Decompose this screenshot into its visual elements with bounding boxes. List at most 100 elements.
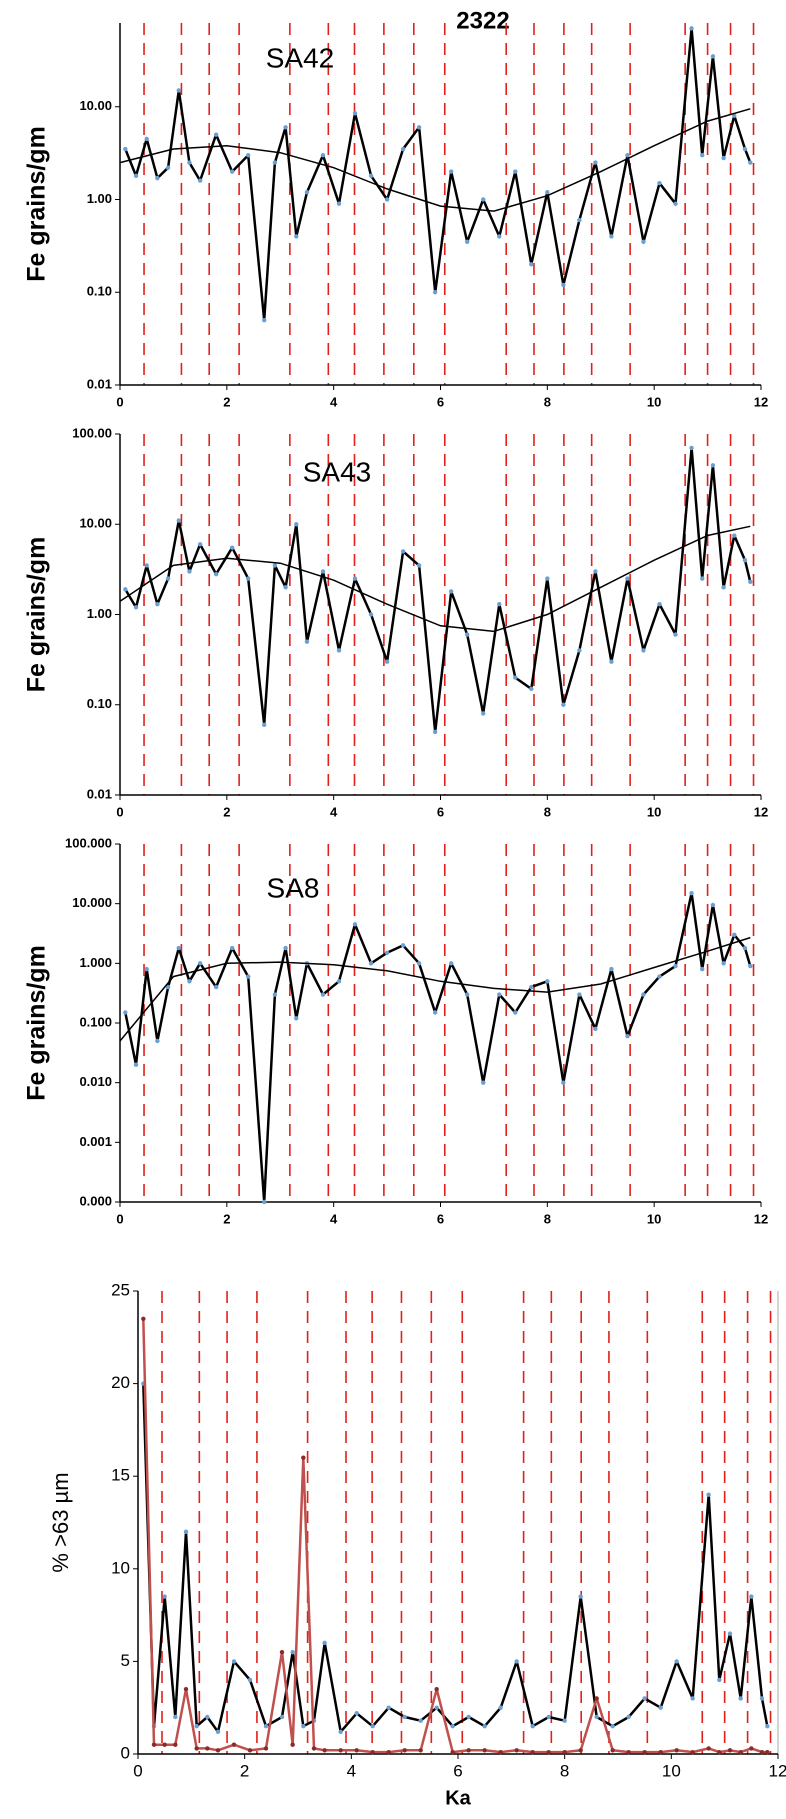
data-point	[700, 153, 705, 158]
data-point	[283, 125, 288, 130]
y-tick-label: 0.010	[79, 1074, 112, 1089]
data-point	[594, 1696, 599, 1701]
data-point	[641, 239, 646, 244]
data-point	[448, 169, 454, 174]
data-point	[434, 1705, 439, 1710]
data-point	[529, 686, 534, 692]
data-point	[562, 1718, 567, 1723]
data-point	[448, 589, 454, 594]
data-point	[213, 132, 219, 137]
x-tick-label: 4	[347, 1761, 356, 1780]
data-point	[593, 160, 598, 165]
data-point	[690, 1696, 695, 1701]
data-point	[283, 945, 288, 951]
data-point	[759, 1749, 765, 1755]
data-point	[155, 175, 160, 181]
x-tick-label: 4	[330, 1211, 338, 1226]
data-point	[272, 992, 278, 997]
trend-line	[119, 936, 751, 1042]
x-tick-label: 0	[116, 1211, 123, 1226]
data-point	[384, 197, 390, 202]
x-tick-label: 12	[769, 1761, 786, 1780]
data-point	[418, 1718, 423, 1723]
y-tick-label: 0.001	[79, 1134, 112, 1149]
data-point	[738, 1696, 743, 1701]
data-point	[272, 563, 278, 568]
y-tick-label: 1.00	[87, 191, 112, 206]
data-point	[279, 1649, 285, 1655]
y-tick-label: 20	[111, 1373, 130, 1392]
data-point	[229, 945, 235, 951]
data-point	[418, 1748, 423, 1753]
data-point	[320, 992, 326, 997]
x-tick-label: 2	[223, 394, 230, 409]
data-point	[748, 963, 753, 969]
data-point	[759, 1696, 765, 1701]
data-point	[561, 702, 566, 707]
data-point	[546, 1749, 551, 1755]
data-point	[294, 234, 299, 239]
data-point	[213, 984, 219, 990]
data-point	[466, 1714, 471, 1720]
data-point	[187, 569, 192, 574]
data-point	[749, 1594, 754, 1599]
data-point	[262, 317, 267, 323]
data-point	[301, 1724, 306, 1729]
data-point	[144, 563, 149, 568]
data-point	[545, 189, 550, 195]
data-point	[263, 1746, 269, 1751]
data-point	[183, 1529, 189, 1534]
data-point	[215, 1748, 221, 1753]
data-point	[183, 1686, 189, 1692]
data-point	[165, 984, 171, 990]
data-point	[530, 1749, 535, 1755]
y-tick-label: 0.000	[79, 1193, 112, 1208]
data-point	[400, 549, 406, 554]
data-point	[231, 1659, 237, 1664]
y-tick-label: 10	[111, 1558, 130, 1577]
data-line	[142, 1318, 768, 1754]
data-point	[561, 1080, 566, 1085]
data-point	[626, 1714, 631, 1720]
data-point	[497, 602, 502, 607]
data-point	[577, 648, 582, 653]
x-tick-label: 2	[223, 804, 230, 819]
y-tick-label: 0	[121, 1743, 130, 1762]
data-line	[124, 891, 752, 1204]
data-point	[432, 1010, 438, 1015]
y-tick-label: 10.00	[79, 98, 112, 113]
x-tick-label: 8	[560, 1761, 569, 1780]
data-point	[205, 1746, 210, 1751]
y-tick-label: 25	[111, 1280, 130, 1299]
data-point	[466, 1748, 471, 1753]
data-point	[513, 675, 518, 680]
panel-label: SA43	[303, 456, 372, 487]
data-point	[336, 648, 342, 653]
data-point	[176, 88, 181, 93]
y-tick-label: 0.10	[87, 284, 112, 299]
data-point	[400, 146, 406, 152]
data-point	[416, 563, 422, 568]
data-point	[336, 201, 342, 206]
data-point	[721, 961, 726, 966]
data-point	[481, 197, 486, 202]
data-point	[283, 585, 288, 590]
data-point	[197, 178, 203, 183]
data-point	[262, 1199, 267, 1205]
data-point	[133, 605, 139, 610]
data-point	[416, 961, 422, 966]
data-point	[246, 153, 251, 158]
data-point	[710, 463, 716, 468]
data-point	[674, 1748, 679, 1753]
data-point	[657, 602, 662, 607]
data-point	[194, 1746, 199, 1751]
data-point	[710, 54, 716, 59]
data-line	[124, 27, 752, 322]
data-point	[384, 950, 390, 956]
data-point	[279, 1714, 285, 1720]
data-point	[710, 902, 716, 908]
data-point	[738, 1749, 743, 1755]
data-point	[748, 160, 753, 165]
data-point	[465, 239, 470, 244]
x-tick-label: 0	[133, 1761, 142, 1780]
